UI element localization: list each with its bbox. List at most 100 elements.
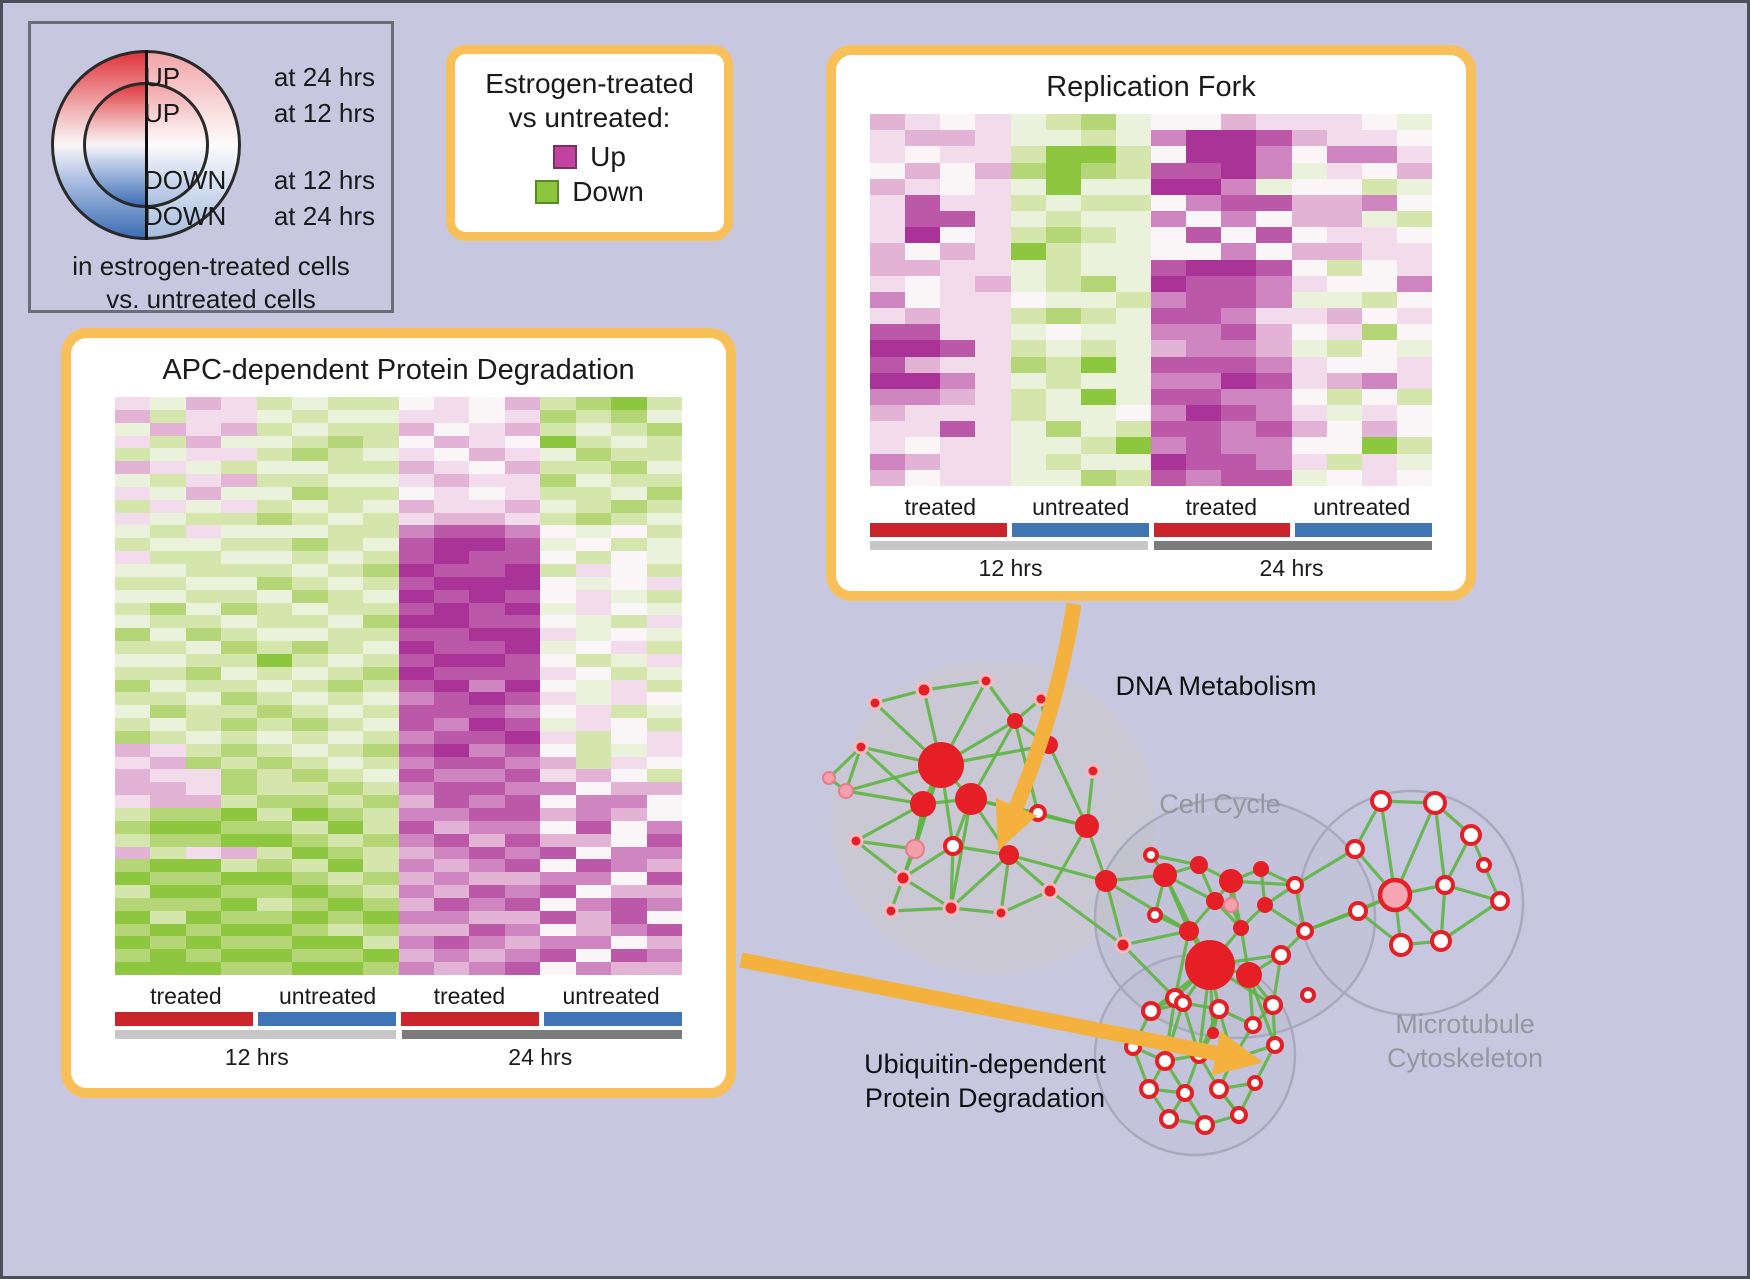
- heatmap-cell: [646, 859, 682, 873]
- heatmap-cell: [221, 756, 257, 770]
- heatmap-cell: [327, 705, 364, 719]
- heatmap-cell: [221, 474, 257, 487]
- time-color-bars: [115, 1030, 682, 1039]
- heatmap-cell: [292, 512, 328, 526]
- heatmap-cell: [1080, 421, 1116, 438]
- heatmap-cell: [646, 499, 682, 513]
- heatmap-cell: [1010, 405, 1046, 422]
- heatmap-cell: [1256, 275, 1292, 292]
- heatmap-cell: [1361, 162, 1397, 179]
- heatmap-cell: [256, 756, 293, 770]
- heatmap-cell: [150, 525, 186, 539]
- heatmap-cell: [1151, 259, 1187, 276]
- replication-fork-title: Replication Fork: [1046, 71, 1256, 103]
- heatmap-cell: [940, 243, 976, 260]
- heatmap-cell: [1396, 372, 1432, 389]
- heatmap-cell: [1396, 388, 1432, 406]
- ring-caption-line2: vs. untreated cells: [106, 283, 316, 314]
- cluster-label-ubiquitin-line2: Protein Degradation: [864, 1083, 1106, 1113]
- heatmap-cell: [504, 538, 541, 552]
- heatmap-cell: [292, 538, 328, 552]
- up-swatch: [553, 145, 578, 170]
- heatmap-cell: [433, 885, 470, 898]
- network-edge: [855, 839, 904, 880]
- heatmap-cell: [256, 872, 293, 886]
- connector-arrow: [995, 602, 1082, 851]
- heatmap-cell: [540, 846, 576, 860]
- heatmap-cell: [940, 114, 976, 131]
- network-node-ring: [1223, 1049, 1243, 1069]
- heatmap-cell: [1151, 291, 1187, 309]
- heatmap-cell: [150, 409, 186, 423]
- heatmap-cell: [1221, 437, 1257, 454]
- heatmap-cell: [1115, 259, 1151, 276]
- heatmap-cell: [1151, 178, 1187, 195]
- heatmap-cell: [1115, 178, 1151, 195]
- heatmap-cell: [221, 499, 257, 513]
- heatmap-cell: [469, 525, 505, 539]
- network-node-ring: [1348, 901, 1368, 921]
- heatmap-cell: [185, 910, 222, 924]
- heatmap-cell: [327, 551, 364, 564]
- heatmap-cell: [611, 833, 647, 847]
- label-12hrs: 12 hrs: [978, 555, 1043, 581]
- heatmap-cell: [150, 679, 186, 693]
- heatmap-cell: [221, 461, 257, 475]
- heatmap-cell: [398, 820, 434, 834]
- heatmap-cell: [256, 679, 293, 693]
- heatmap-cell: [256, 718, 293, 731]
- heatmap-cell: [292, 730, 328, 744]
- heatmap-cell: [363, 769, 399, 783]
- network-edge: [949, 845, 955, 909]
- heatmap-cell: [1115, 194, 1151, 212]
- heatmap-cell: [1221, 194, 1257, 212]
- heatmap-cell: [575, 448, 612, 462]
- heatmap-cell: [398, 576, 434, 590]
- heatmap-cell: [150, 756, 186, 770]
- heatmap-cell: [221, 435, 257, 449]
- heatmap-cell: [646, 628, 682, 642]
- heatmap-cell: [1080, 130, 1116, 147]
- treated-bar: [115, 1012, 253, 1026]
- heatmap-cell: [221, 679, 257, 693]
- heatmap-cell: [185, 486, 222, 500]
- heatmap-cell: [1010, 130, 1046, 147]
- heatmap-cell: [363, 808, 399, 821]
- heatmap-cell: [256, 653, 293, 667]
- heatmap-cell: [575, 820, 612, 834]
- heatmap-cell: [975, 275, 1011, 292]
- heatmap-cell: [185, 474, 222, 487]
- network-node-halo: [1041, 882, 1059, 900]
- heatmap-cell: [975, 259, 1011, 276]
- heatmap-cell: [115, 936, 151, 950]
- heatmap-cell: [870, 259, 906, 276]
- heatmap-cell: [1151, 308, 1187, 325]
- heatmap-cell: [221, 820, 257, 834]
- heatmap-cell: [975, 291, 1011, 309]
- heatmap-cell: [1186, 340, 1222, 357]
- heatmap-cell: [611, 705, 647, 719]
- heatmap-cell: [870, 178, 906, 195]
- heatmap-cell: [363, 692, 399, 706]
- heatmap-cell: [940, 388, 976, 406]
- heatmap-cell: [221, 936, 257, 950]
- heatmap-cell: [504, 628, 541, 642]
- heatmap-cell: [940, 162, 976, 179]
- heatmap-cell: [870, 308, 906, 325]
- heatmap-cell: [646, 422, 682, 436]
- heatmap-cell: [540, 499, 576, 513]
- heatmap-cell: [221, 551, 257, 564]
- heatmap-cell: [1361, 291, 1397, 309]
- heatmap-cell: [433, 641, 470, 654]
- heatmap-cell: [611, 666, 647, 680]
- network-node-halo: [867, 695, 883, 711]
- heatmap-cell: [398, 897, 434, 911]
- heatmap-cell: [433, 897, 470, 911]
- heatmap-cell: [256, 448, 293, 462]
- heatmap-cell: [646, 461, 682, 475]
- heatmap-cell: [575, 949, 612, 963]
- heatmap-cell: [1256, 356, 1292, 373]
- heatmap-cell: [1080, 275, 1116, 292]
- heatmap-cell: [327, 563, 364, 577]
- heatmap-cell: [646, 409, 682, 423]
